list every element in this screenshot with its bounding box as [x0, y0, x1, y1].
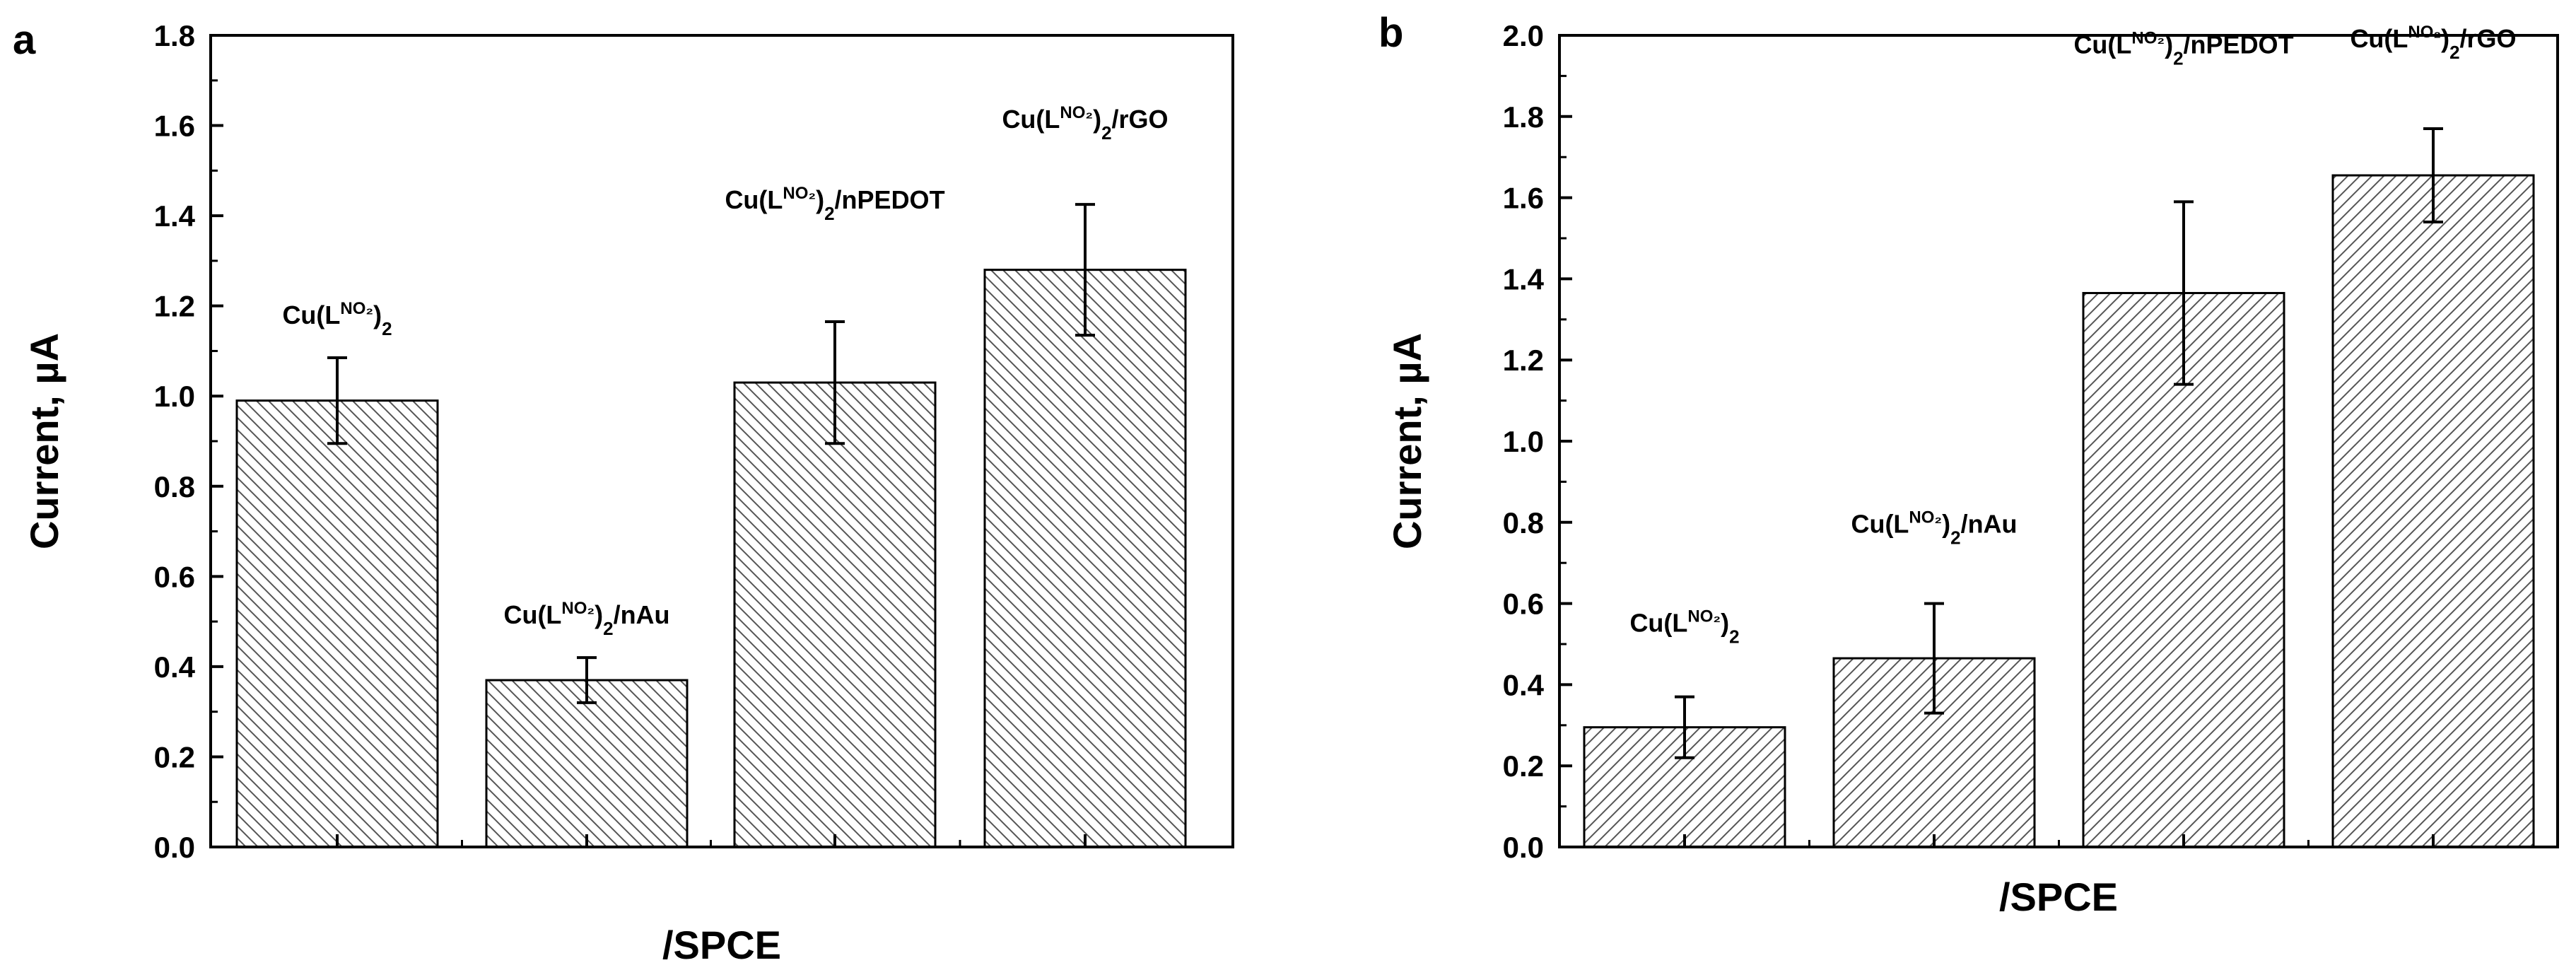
panel-b-bars — [1583, 174, 2535, 848]
bar-label: Cu(LNO₂)2/nAu — [1851, 508, 2017, 549]
panel-a-error-bars — [327, 203, 1095, 704]
y-tick-label: 1.2 — [1503, 344, 1544, 377]
panel-b-x-ticks — [1683, 834, 2435, 847]
bar — [485, 679, 689, 848]
y-tick-label: 0.2 — [1503, 749, 1544, 783]
y-tick-label: 0.2 — [154, 740, 195, 773]
error-bar — [1675, 695, 1694, 759]
bar — [235, 399, 439, 848]
error-bar — [577, 656, 597, 704]
panel-a-letter: a — [13, 17, 36, 63]
y-tick-label: 0.6 — [154, 560, 195, 593]
y-tick-label: 1.6 — [1503, 182, 1544, 215]
y-tick-label: 1.0 — [1503, 425, 1544, 458]
bar-label: Cu(LNO₂)2/rGO — [1002, 103, 1168, 144]
panel-b-y-ticks: 0.0 0.2 0.4 0.6 0.8 1.0 1.2 1.4 1.6 1.8 2.0 — [1503, 19, 1572, 864]
y-tick-label: 2.0 — [1503, 19, 1544, 52]
y-tick-label: 0.4 — [1503, 668, 1545, 701]
panel-a-x-axis-label: /SPCE — [662, 923, 781, 967]
y-tick-label: 0.4 — [154, 650, 196, 684]
panel-b-y-axis-label: Current, µA — [1385, 333, 1429, 549]
panel-b-x-axis-label: /SPCE — [1999, 875, 2118, 919]
y-tick-label: 0.0 — [154, 831, 195, 864]
bar-label: Cu(LNO₂)2/nPEDOT — [725, 184, 944, 224]
panel-b-letter: b — [1378, 10, 1403, 56]
y-tick-label: 1.8 — [1503, 100, 1544, 134]
bar-label: Cu(LNO₂)2/nAu — [503, 599, 669, 639]
bar — [2331, 174, 2535, 848]
y-tick-label: 1.0 — [154, 380, 195, 413]
y-tick-label: 0.6 — [1503, 588, 1544, 621]
bar-label: Cu(LNO₂)2/rGO — [2350, 23, 2516, 63]
panel-a-bars — [235, 269, 1187, 848]
y-tick-label: 1.4 — [154, 199, 196, 233]
bar — [733, 381, 937, 848]
y-tick-label: 1.2 — [154, 290, 195, 323]
error-bar — [2174, 200, 2194, 386]
panel-a-chart: a Cu(LNO₂)2 Cu(LNO₂)2/nAu Cu(LNO₂)2/nPEDOT… — [13, 17, 1234, 967]
panel-b-error-bars — [1675, 127, 2443, 759]
panel-a-x-ticks — [336, 834, 1087, 847]
error-bar — [1924, 602, 1944, 715]
y-tick-label: 1.8 — [154, 19, 195, 52]
y-tick-label: 1.4 — [1503, 262, 1545, 296]
error-bar — [2423, 127, 2443, 224]
y-tick-label: 1.6 — [154, 110, 195, 143]
panel-a-y-ticks: 0.0 0.2 0.4 0.6 0.8 1.0 1.2 1.4 1.6 1.8 — [154, 19, 223, 864]
panel-a-y-axis-label: Current, µA — [22, 333, 66, 549]
bar — [983, 269, 1187, 848]
error-bar — [1075, 203, 1095, 337]
y-tick-label: 0.0 — [1503, 831, 1544, 864]
panel-a-bar-labels: Cu(LNO₂)2 Cu(LNO₂)2/nAu Cu(LNO₂)2/nPEDOT Cu… — [282, 103, 1168, 639]
bar-label: Cu(LNO₂)2 — [282, 299, 392, 339]
y-tick-label: 0.8 — [154, 470, 195, 503]
bar-label: Cu(LNO₂)2 — [1629, 607, 1739, 648]
error-bar — [327, 356, 347, 445]
y-tick-label: 0.8 — [1503, 506, 1544, 539]
panel-b-chart: b Cu(LNO₂)2Cu(LNO₂)2/nAuCu(LNO₂)2/nPEDOT… — [1378, 10, 2559, 919]
error-bar — [825, 320, 845, 445]
